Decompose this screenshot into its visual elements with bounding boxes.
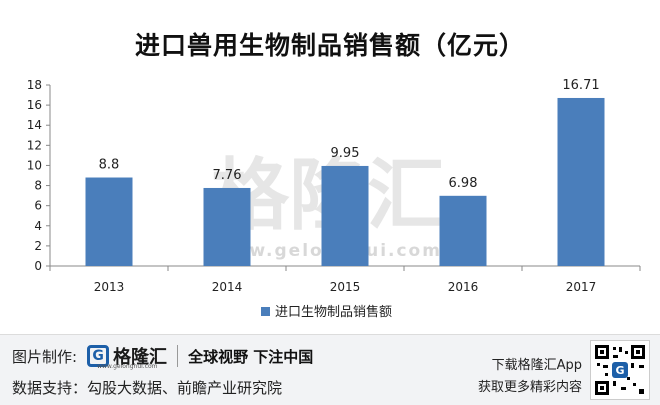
- bar-2016: [439, 195, 487, 266]
- brand-slogan: 全球视野 下注中国: [188, 347, 314, 366]
- bar-2014: [203, 187, 251, 266]
- data-label-2016: 6.98: [449, 176, 478, 191]
- x-tick-label-2015: 2015: [330, 280, 361, 294]
- footer-source-row: 数据支持： 勾股大数据、前瞻产业研究院: [12, 376, 282, 398]
- made-by-label: 图片制作:: [12, 347, 78, 366]
- legend-label: 进口生物制品销售额: [275, 304, 392, 320]
- y-tick-label: 4: [34, 219, 42, 233]
- y-tick-label: 8: [34, 179, 42, 193]
- x-tick-label-2017: 2017: [566, 280, 597, 294]
- footer-bar: 图片制作: G 格隆汇 全球视野 下注中国 www.gelonghui.com …: [0, 334, 660, 405]
- y-tick-label: 14: [27, 118, 42, 132]
- download-app-text[interactable]: 下载格隆汇App: [491, 358, 582, 373]
- bar-2015: [321, 165, 369, 266]
- brand-g-icon: G: [87, 345, 110, 367]
- qr-code-icon[interactable]: G: [590, 340, 650, 400]
- legend-swatch: [261, 307, 270, 316]
- footer-credit-row: 图片制作: G 格隆汇 全球视野 下注中国: [12, 343, 313, 369]
- brand-logo-name: 格隆汇: [113, 347, 168, 368]
- more-content-text: 获取更多精彩内容: [477, 380, 582, 395]
- y-tick-label: 18: [27, 78, 42, 92]
- title-band: [0, 0, 660, 70]
- bar-2017: [557, 97, 605, 266]
- y-tick-label: 6: [34, 199, 42, 213]
- y-tick-label: 12: [27, 138, 42, 152]
- data-label-2015: 9.95: [331, 146, 360, 161]
- x-tick-label-2013: 2013: [94, 280, 125, 294]
- data-label-2014: 7.76: [213, 168, 242, 183]
- source-text: 勾股大数据、前瞻产业研究院: [87, 378, 283, 397]
- y-tick-label: 16: [27, 98, 42, 112]
- bar-2013: [85, 177, 133, 266]
- y-tick-label: 0: [34, 259, 42, 273]
- svg-text:G: G: [615, 364, 624, 377]
- app-promo: 下载格隆汇App 获取更多精彩内容: [478, 355, 582, 399]
- x-tick-label-2014: 2014: [212, 280, 243, 294]
- chart-title: 进口兽用生物制品销售额（亿元）: [134, 31, 525, 60]
- brand-logo-url: www.gelonghui.com: [97, 363, 158, 370]
- footer-divider: [177, 345, 179, 367]
- data-label-2017: 16.71: [562, 78, 599, 93]
- y-tick-label: 10: [27, 158, 42, 172]
- y-tick-label: 2: [34, 239, 42, 253]
- x-tick-label-2016: 2016: [448, 280, 479, 294]
- brand-logo[interactable]: G 格隆汇: [87, 343, 167, 369]
- data-label-2013: 8.8: [99, 158, 120, 173]
- source-label: 数据支持：: [12, 378, 88, 397]
